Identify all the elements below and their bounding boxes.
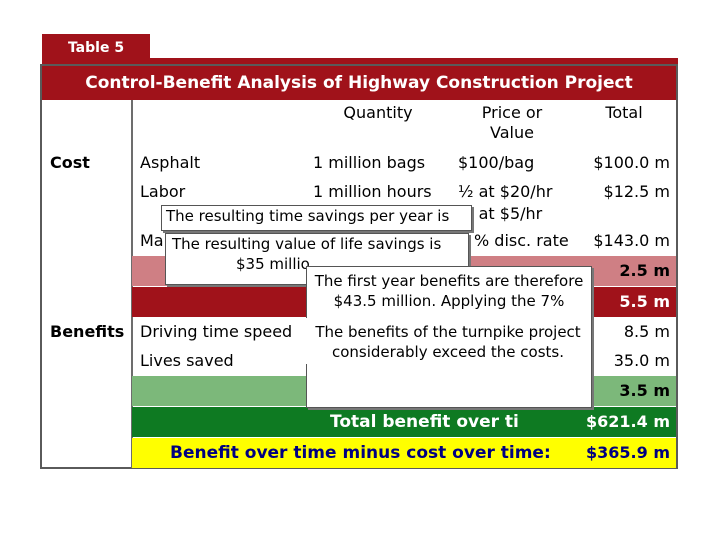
benefit-lives-total: 35.0 m xyxy=(613,351,670,370)
cost-maintenance-price: % disc. rate xyxy=(474,231,569,250)
cost-item-asphalt: Asphalt xyxy=(140,153,201,172)
column-header-price-line1: Price or xyxy=(481,103,543,122)
net-benefit-label: Benefit over time minus cost over time: xyxy=(170,443,551,463)
cost-asphalt-price: $100/bag xyxy=(458,153,535,172)
total-benefit-label: Total benefit over ti xyxy=(330,412,519,432)
table-title: Control-Benefit Analysis of Highway Cons… xyxy=(42,66,676,100)
callout-time-savings-text: The resulting time savings per year is xyxy=(166,207,450,225)
cost-asphalt-quantity: 1 million bags xyxy=(313,153,426,172)
column-header-quantity: Quantity xyxy=(343,103,413,122)
table-tab: Table 5 xyxy=(42,34,150,62)
callout-conclusion-line2: considerably exceed the costs. xyxy=(331,343,565,361)
callout-conclusion: The benefits of the turnpike project con… xyxy=(306,318,590,364)
cost-labor-total: $12.5 m xyxy=(603,182,670,201)
total-benefit-band xyxy=(132,407,676,437)
benefit-subtotal-total: 3.5 m xyxy=(619,381,670,400)
cost-labor-price-line2: ½ at $5/hr xyxy=(458,204,543,223)
tab-underline xyxy=(42,58,678,64)
cost-labor-quantity: 1 million hours xyxy=(313,182,432,201)
total-benefit-value: $621.4 m xyxy=(586,412,670,431)
column-header-price: Price or Value xyxy=(452,103,572,143)
cost-item-labor: Labor xyxy=(140,182,186,201)
benefit-item-lives: Lives saved xyxy=(140,351,234,370)
section-label-benefits: Benefits xyxy=(50,322,125,341)
callout-conclusion-line1: The benefits of the turnpike project xyxy=(315,323,581,341)
section-label-cost: Cost xyxy=(50,153,90,172)
cost-item-maintenance: Ma xyxy=(140,231,164,250)
callout-time-savings: The resulting time savings per year is xyxy=(161,205,472,231)
cost-total-value: 5.5 m xyxy=(619,292,670,311)
net-benefit-band xyxy=(132,438,676,468)
net-benefit-value: $365.9 m xyxy=(586,443,670,462)
callout-life-savings-line1: The resulting value of life savings is xyxy=(172,235,442,253)
column-header-total: Total xyxy=(605,103,643,122)
benefit-item-driving: Driving time speed xyxy=(140,322,293,341)
cost-maintenance-total: $143.0 m xyxy=(593,231,670,250)
callout-life-savings-line2: $35 millio xyxy=(236,255,310,273)
cost-subtotal-total: 2.5 m xyxy=(619,261,670,280)
callout-first-year-line2: $43.5 million. Applying the 7% xyxy=(333,292,565,310)
callout-first-year-line1: The first year benefits are therefore xyxy=(314,272,584,290)
cost-labor-price-line1: ½ at $20/hr xyxy=(458,182,553,201)
cost-asphalt-total: $100.0 m xyxy=(593,153,670,172)
benefit-driving-total: 8.5 m xyxy=(623,322,670,341)
column-header-price-line2: Value xyxy=(490,123,534,142)
